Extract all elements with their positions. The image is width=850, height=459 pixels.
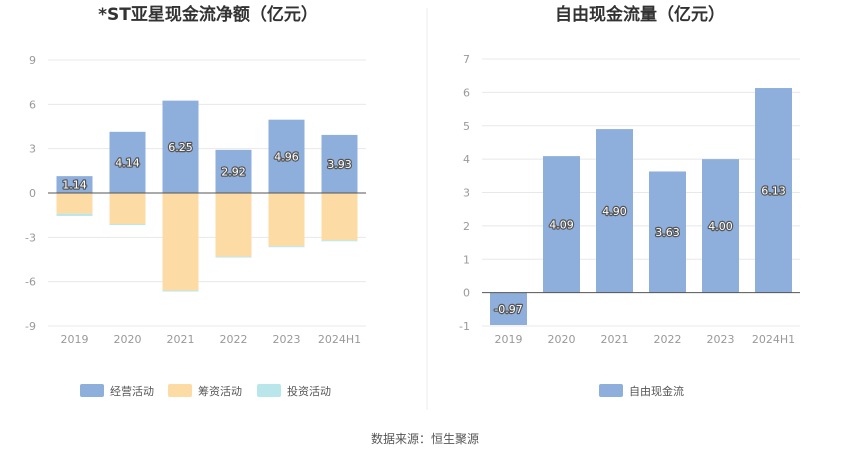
x-category-label: 2023 (273, 333, 301, 346)
x-category-label: 2021 (167, 333, 195, 346)
y-tick-label: 3 (29, 143, 36, 156)
left-chart-cash-flow-net: *ST亚星现金流净额（亿元） -9 -6 -3 0 3 6 9 1.14 4.14 6.25 2.9… (25, 4, 366, 398)
legend-swatch-投资活动 (257, 384, 281, 397)
y-tick-label: 7 (463, 53, 470, 66)
bar-经营活动-2023 (268, 119, 305, 193)
y-tick-label: 4 (463, 153, 470, 166)
bar-筹资活动-2023 (268, 193, 305, 247)
x-category-label: 2023 (707, 333, 735, 346)
y-tick-label: -6 (25, 276, 36, 289)
data-label: 4.00 (708, 220, 733, 233)
data-label: 6.25 (168, 141, 193, 154)
y-tick-label: 3 (463, 187, 470, 200)
bar-投资活动-2024H1 (321, 240, 358, 242)
bar-自由现金流-2021 (596, 129, 633, 293)
legend-label: 投资活动 (287, 384, 331, 398)
bar-筹资活动-2024H1 (321, 193, 358, 241)
legend-label: 经营活动 (110, 384, 154, 398)
left-chart-title: *ST亚星现金流净额（亿元） (98, 4, 318, 25)
x-category-label: 2020 (114, 333, 142, 346)
data-label: 4.14 (115, 156, 140, 169)
bar-自由现金流-2024H1 (755, 88, 792, 293)
data-label: 6.13 (761, 184, 786, 197)
bar-筹资活动-2022 (215, 193, 252, 257)
data-label: 1.14 (62, 179, 87, 192)
data-label: 3.63 (655, 226, 680, 239)
legend-swatch-筹资活动 (168, 384, 192, 397)
bar-自由现金流-2022 (649, 171, 686, 293)
y-tick-label: 6 (29, 98, 36, 111)
y-tick-label: 9 (29, 54, 36, 67)
y-tick-label: 0 (463, 287, 470, 300)
bar-经营活动-2021 (162, 100, 199, 193)
data-label: 4.09 (549, 218, 574, 231)
bar-投资活动-2019 (56, 213, 93, 216)
bar-投资活动-2020 (109, 224, 146, 226)
bar-自由现金流-2020 (543, 156, 580, 293)
bar-自由现金流-2019 (490, 292, 527, 325)
x-category-label: 2022 (654, 333, 682, 346)
right-chart-title: 自由现金流量（亿元） (555, 4, 725, 25)
y-tick-label: 0 (29, 187, 36, 200)
x-category-label: 2021 (601, 333, 629, 346)
y-tick-label: -1 (459, 320, 470, 333)
x-category-label: 2024H1 (318, 333, 361, 346)
y-tick-label: -3 (25, 231, 36, 244)
y-tick-label: 2 (463, 220, 470, 233)
x-category-label: 2019 (61, 333, 89, 346)
y-tick-label: -9 (25, 320, 36, 333)
data-label: 4.96 (274, 150, 299, 163)
bar-经营活动-2022 (215, 149, 252, 193)
data-label: 4.90 (602, 205, 627, 218)
data-label: 2.92 (221, 165, 246, 178)
bar-筹资活动-2020 (109, 193, 146, 225)
y-tick-label: 1 (463, 253, 470, 266)
x-category-label: 2019 (495, 333, 523, 346)
bar-筹资活动-2021 (162, 193, 199, 291)
bar-投资活动-2023 (268, 246, 305, 248)
data-label: -0.97 (494, 303, 522, 316)
x-category-label: 2020 (548, 333, 576, 346)
bar-投资活动-2022 (215, 256, 252, 258)
bar-经营活动-2020 (109, 131, 146, 193)
data-label: 3.93 (327, 158, 352, 171)
x-category-label: 2022 (220, 333, 248, 346)
bar-自由现金流-2023 (702, 159, 739, 293)
bar-投资活动-2021 (162, 290, 199, 292)
bar-筹资活动-2019 (56, 193, 93, 214)
x-category-label: 2024H1 (752, 333, 795, 346)
right-chart-free-cash-flow: 自由现金流量（亿元） -1 0 1 2 3 4 5 6 7 -0.97 4.09 4.90 3.63 4.… (459, 4, 800, 398)
y-tick-label: 6 (463, 86, 470, 99)
bar-经营活动-2024H1 (321, 134, 358, 193)
legend-label: 筹资活动 (198, 384, 242, 398)
legend-label: 自由现金流 (629, 384, 684, 398)
y-tick-label: 5 (463, 120, 470, 133)
legend-swatch-自由现金流 (599, 384, 623, 397)
data-source-note: 数据来源：恒生聚源 (371, 431, 479, 446)
legend-swatch-经营活动 (80, 384, 104, 397)
bar-经营活动-2019 (56, 176, 93, 193)
